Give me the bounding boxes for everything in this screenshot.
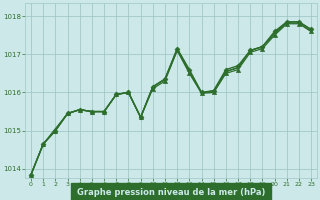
X-axis label: Graphe pression niveau de la mer (hPa): Graphe pression niveau de la mer (hPa) bbox=[77, 188, 265, 197]
